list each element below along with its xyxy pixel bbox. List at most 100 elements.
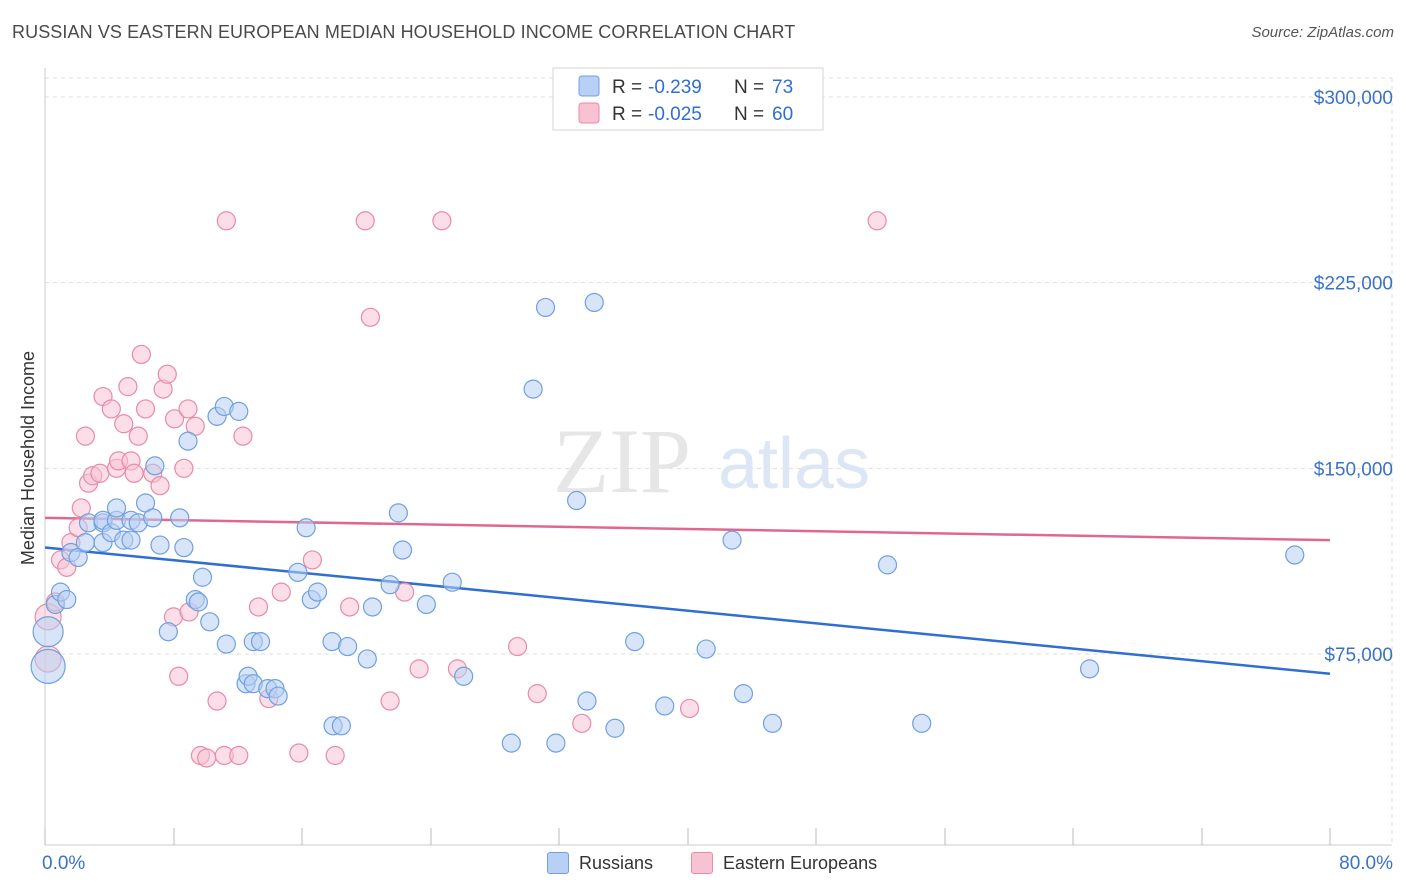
legend-n-label-2: N = [734, 104, 764, 125]
chart-title: RUSSIAN VS EASTERN EUROPEAN MEDIAN HOUSE… [12, 22, 796, 42]
eastern-point-20 [128, 426, 148, 446]
russians-point-58 [454, 666, 474, 686]
eastern-point-26 [157, 364, 177, 384]
russians-point-28 [188, 592, 208, 612]
legend-r-value-1: -0.239 [648, 77, 702, 98]
legend-item-eastern-europeans: Eastern Europeans [691, 852, 877, 874]
russians-point-66 [605, 718, 625, 738]
eastern-point-35 [197, 748, 217, 768]
russians-point-42 [268, 686, 288, 706]
y-tick-label-0: $75,000 [1324, 645, 1393, 666]
russians-point-26 [178, 431, 198, 451]
russians-point-74 [877, 555, 898, 575]
eastern-point-16 [114, 414, 134, 434]
series-russians [30, 292, 1305, 753]
legend-r-value-2: -0.025 [648, 104, 702, 125]
russians-point-34 [229, 401, 249, 421]
russians-point-24 [170, 508, 190, 528]
legend-r-label-2: R = [612, 104, 642, 125]
russians-point-20 [143, 508, 163, 528]
eastern-point-19 [124, 463, 144, 483]
eastern-point-39 [229, 745, 249, 766]
russians-point-69 [696, 639, 716, 659]
russians-point-76 [1285, 545, 1305, 565]
legend-r-label-1: R = [612, 77, 642, 98]
eastern-point-48 [355, 211, 375, 231]
russians-point-60 [523, 379, 543, 399]
eastern-point-40 [233, 426, 253, 446]
eastern-point-21 [131, 344, 151, 365]
source-label: Source: ZipAtlas.com [1251, 24, 1394, 41]
russians-point-57 [442, 572, 462, 592]
russians-point-17 [121, 530, 141, 550]
legend-item-russians: Russians [547, 852, 653, 874]
russians-point-51 [357, 649, 377, 669]
eastern-point-8 [75, 426, 96, 446]
legend-n-value-1: 73 [772, 77, 793, 98]
russians-point-25 [174, 537, 194, 558]
russians-point-52 [362, 597, 383, 617]
russians-point-54 [388, 503, 408, 523]
russians-point-47 [307, 582, 328, 602]
legend-swatch-russians [547, 852, 569, 874]
russians-point-49 [331, 716, 351, 736]
russians-point-7 [75, 532, 96, 553]
eastern-point-13 [101, 399, 121, 419]
russians-point-61 [535, 297, 556, 318]
russians-point-1 [32, 616, 64, 648]
russians-point-55 [392, 540, 413, 560]
eastern-point-17 [118, 377, 138, 397]
eastern-point-50 [380, 691, 400, 711]
x-tick-label-0: 0.0% [42, 853, 85, 874]
russians-point-21 [145, 456, 165, 476]
legend-n-value-2: 60 [772, 104, 793, 125]
watermark: ZIP atlas [553, 410, 870, 512]
eastern-point-32 [178, 399, 198, 419]
russians-point-73 [912, 713, 932, 733]
russians-point-72 [762, 713, 783, 733]
legend-swatch-eastern-europeans [691, 852, 713, 874]
trend-line-eastern-europeans [44, 516, 1331, 542]
y-tick-label-3: $300,000 [1314, 88, 1393, 109]
legend-label-russians: Russians [579, 852, 654, 873]
bottom-legend: Russians Eastern Europeans [0, 852, 1406, 878]
x-tick-labels: 0.0% 80.0% [42, 853, 1393, 874]
eastern-point-47 [340, 597, 360, 617]
eastern-point-59 [867, 211, 887, 231]
russians-point-63 [567, 490, 587, 511]
axes [44, 68, 1392, 846]
eastern-point-36 [207, 691, 227, 711]
eastern-point-43 [271, 582, 291, 602]
russians-point-23 [158, 622, 178, 642]
russians-point-56 [416, 594, 436, 615]
correlation-legend: R = -0.239 N = 73 R = -0.025 N = 60 [552, 67, 824, 131]
x-tick-label-1: 80.0% [1339, 853, 1393, 874]
russians-point-33 [216, 634, 236, 654]
y-axis-label: Median Household Income [18, 351, 38, 565]
russians-point-50 [337, 636, 358, 657]
eastern-point-22 [135, 399, 156, 419]
russians-point-62 [546, 733, 566, 753]
russians-point-0 [30, 648, 66, 684]
eastern-point-45 [302, 550, 322, 570]
russians-point-75 [1079, 659, 1100, 679]
russians-point-59 [501, 733, 521, 753]
legend-swatch-pink [578, 102, 600, 124]
eastern-point-11 [90, 463, 110, 483]
russians-point-64 [577, 691, 597, 711]
y-tick-label-2: $225,000 [1314, 274, 1393, 295]
russians-point-22 [150, 535, 170, 555]
trend-lines [44, 516, 1331, 676]
eastern-point-53 [432, 211, 452, 231]
y-tick-labels: $75,000 $150,000 $225,000 $300,000 [1314, 88, 1393, 666]
russians-point-30 [200, 612, 220, 632]
russians-point-39 [250, 632, 271, 652]
eastern-point-52 [409, 659, 429, 679]
eastern-point-29 [169, 666, 189, 686]
russians-point-67 [625, 632, 645, 652]
eastern-point-30 [174, 458, 194, 478]
russians-point-53 [380, 575, 400, 595]
legend-n-label-1: N = [734, 77, 764, 98]
eastern-point-49 [360, 307, 380, 327]
russians-point-65 [584, 292, 604, 313]
